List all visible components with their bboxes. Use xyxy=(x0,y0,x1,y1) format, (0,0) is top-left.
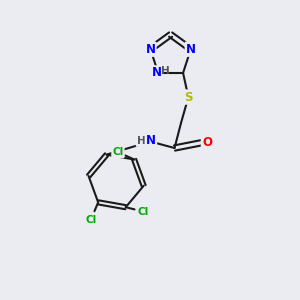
Text: N: N xyxy=(146,43,155,56)
Text: Cl: Cl xyxy=(138,207,149,217)
Text: N: N xyxy=(186,43,196,56)
Text: S: S xyxy=(184,91,193,103)
Text: Cl: Cl xyxy=(85,215,96,225)
Text: H: H xyxy=(136,136,145,146)
Text: O: O xyxy=(202,136,212,149)
Text: Cl: Cl xyxy=(112,147,124,157)
Text: N: N xyxy=(146,134,156,147)
Text: H: H xyxy=(160,67,169,76)
Text: N: N xyxy=(152,66,162,80)
